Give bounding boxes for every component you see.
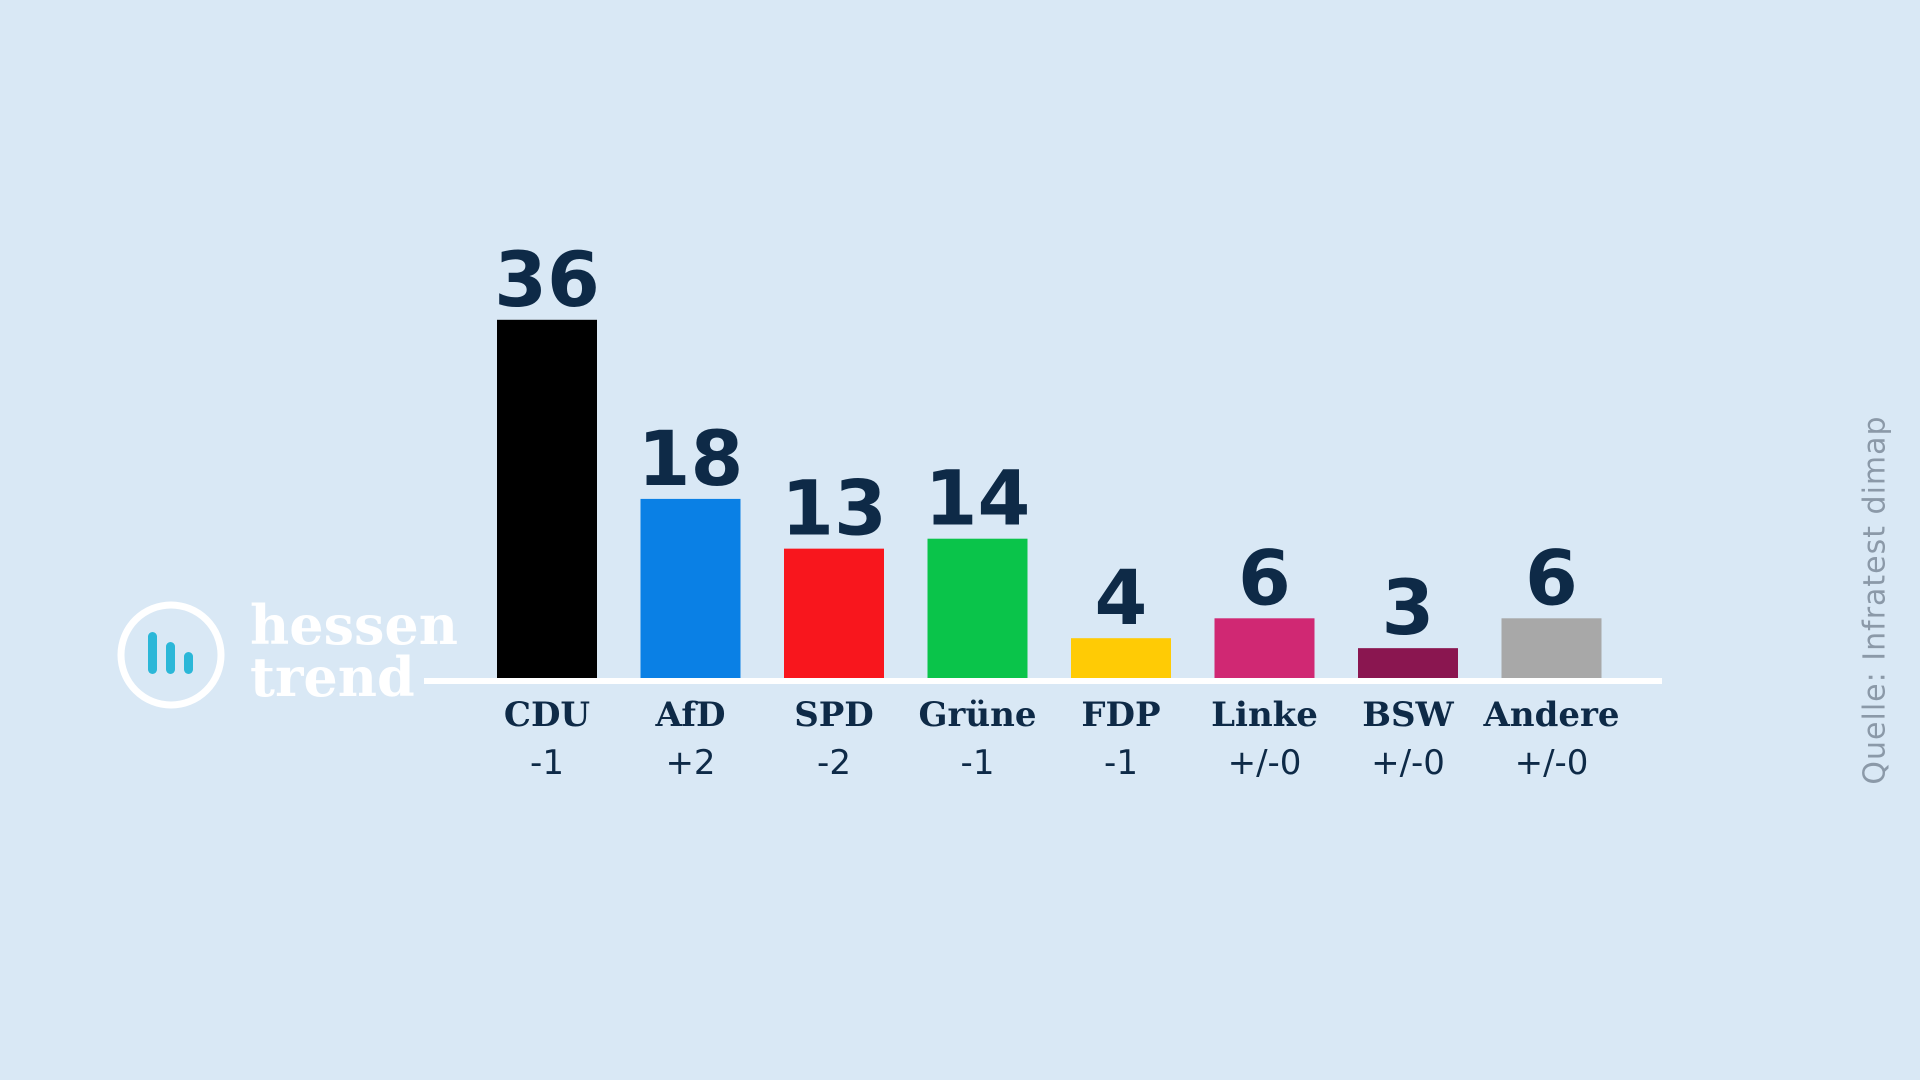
category-label-linke: Linke	[1211, 695, 1318, 735]
category-label-bsw: BSW	[1362, 695, 1454, 735]
logo-word-trend: trend	[250, 645, 415, 709]
value-label-bsw: 3	[1382, 563, 1435, 652]
change-label-linke: +/-0	[1228, 743, 1302, 783]
change-label-fdp: -1	[1104, 743, 1138, 783]
category-label-afd: AfD	[655, 695, 726, 735]
change-label-cdu: -1	[530, 743, 564, 783]
bar-spd	[784, 548, 884, 678]
bar-chart-circle-icon	[117, 601, 225, 709]
bar-bsw	[1358, 648, 1458, 678]
bars-layer	[497, 319, 1602, 678]
category-label-fdp: FDP	[1081, 695, 1160, 735]
category-label-gr-ne: Grüne	[918, 695, 1036, 735]
bar-fdp	[1071, 638, 1171, 678]
value-label-cdu: 36	[494, 235, 600, 324]
source-label: Quelle: Infratest dimap	[1857, 415, 1893, 785]
bar-linke	[1214, 618, 1315, 678]
value-label-fdp: 4	[1095, 553, 1148, 642]
value-label-afd: 18	[638, 414, 744, 503]
bar-cdu	[497, 319, 597, 678]
category-label-andere: Andere	[1482, 695, 1619, 735]
bar-gr-ne	[927, 538, 1028, 678]
change-label-andere: +/-0	[1515, 743, 1589, 783]
bar-andere	[1501, 618, 1602, 678]
bar-afd	[640, 498, 741, 678]
hessentrend-logo: hessen trend	[116, 593, 459, 718]
value-label-andere: 6	[1525, 533, 1578, 622]
category-label-spd: SPD	[794, 695, 874, 735]
value-label-gr-ne: 14	[925, 454, 1031, 543]
category-label-cdu: CDU	[504, 695, 590, 735]
change-label-spd: -2	[817, 743, 851, 783]
change-label-afd: +2	[665, 743, 715, 783]
logo-word-hessen: hessen	[250, 593, 459, 657]
change-label-bsw: +/-0	[1371, 743, 1445, 783]
value-label-linke: 6	[1238, 533, 1291, 622]
change-label-gr-ne: -1	[961, 743, 995, 783]
value-label-spd: 13	[781, 464, 887, 553]
labels-layer: 36CDU-118AfD+213SPD-214Grüne-14FDP-16Lin…	[494, 235, 1619, 783]
